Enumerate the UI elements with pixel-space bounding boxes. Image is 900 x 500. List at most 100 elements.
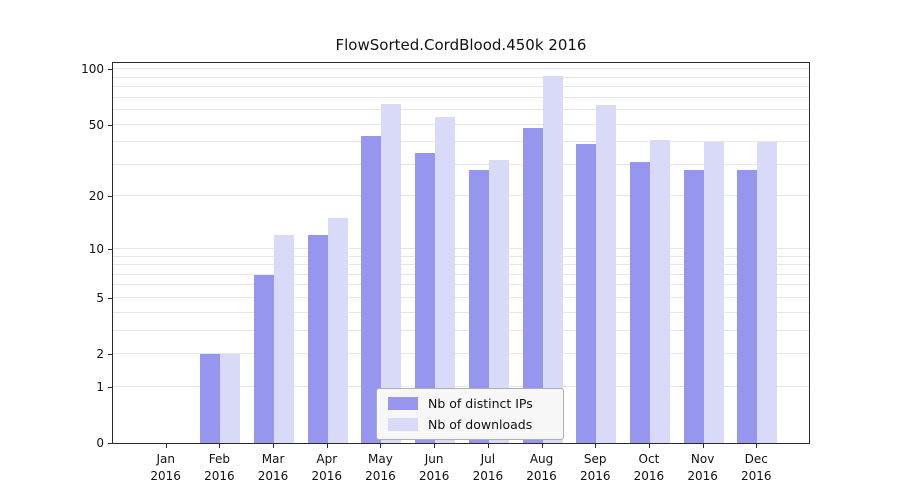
gridline bbox=[113, 273, 809, 275]
y-tick-label: 100 bbox=[81, 62, 104, 77]
x-tick-mark bbox=[541, 444, 543, 448]
year-label: 2016 bbox=[687, 468, 718, 483]
y-tick-mark bbox=[108, 196, 112, 198]
bar-downloads-nov bbox=[703, 142, 724, 443]
year-label: 2016 bbox=[204, 468, 235, 483]
bar-downloads-jul bbox=[488, 159, 509, 443]
x-tick-label-aug: Aug 2016 bbox=[510, 451, 574, 485]
legend: Nb of distinct IPs Nb of downloads bbox=[376, 388, 564, 440]
x-tick-mark bbox=[165, 444, 167, 448]
x-tick-mark bbox=[595, 444, 597, 448]
legend-item-distinct-ips: Nb of distinct IPs bbox=[388, 396, 549, 411]
bar-distinct-ips-apr bbox=[307, 235, 328, 443]
bar-downloads-mar bbox=[274, 235, 295, 443]
x-tick-mark bbox=[326, 444, 328, 448]
legend-item-downloads: Nb of downloads bbox=[388, 417, 549, 432]
y-tick-label: 2 bbox=[96, 347, 104, 361]
month-label: Aug bbox=[529, 452, 554, 466]
gridline bbox=[113, 311, 809, 313]
y-tick-label: 20 bbox=[88, 189, 104, 204]
bar-distinct-ips-may bbox=[361, 136, 382, 443]
gridline bbox=[113, 329, 809, 331]
gridline bbox=[113, 68, 809, 70]
bar-downloads-oct bbox=[649, 140, 670, 443]
gridline bbox=[113, 141, 809, 143]
x-tick-label-feb: Feb 2016 bbox=[187, 451, 251, 485]
year-label: 2016 bbox=[472, 468, 504, 483]
year-label: 2016 bbox=[633, 468, 665, 483]
bar-downloads-jun bbox=[435, 116, 456, 443]
year-label: 2016 bbox=[526, 468, 557, 483]
x-tick-label-may: May 2016 bbox=[348, 451, 412, 485]
gridline bbox=[113, 255, 809, 257]
bar-distinct-ips-oct bbox=[629, 162, 650, 443]
bar-distinct-ips-nov bbox=[683, 170, 704, 443]
x-tick-mark bbox=[756, 444, 758, 448]
x-tick-mark bbox=[702, 444, 704, 448]
year-label: 2016 bbox=[579, 468, 611, 483]
legend-label-downloads: Nb of downloads bbox=[428, 417, 533, 432]
x-tick-mark bbox=[380, 444, 382, 448]
gridline bbox=[113, 296, 809, 298]
legend-swatch-downloads bbox=[388, 418, 418, 431]
x-tick-mark bbox=[434, 444, 436, 448]
x-tick-label-mar: Mar 2016 bbox=[241, 451, 305, 485]
gridline bbox=[113, 109, 809, 111]
gridline bbox=[113, 123, 809, 125]
y-tick-label: 5 bbox=[96, 290, 104, 305]
month-label: Feb bbox=[208, 452, 230, 466]
bar-downloads-aug bbox=[542, 75, 563, 443]
bar-distinct-ips-mar bbox=[254, 274, 275, 443]
gridline bbox=[113, 195, 809, 197]
legend-label-distinct-ips: Nb of distinct IPs bbox=[428, 396, 533, 411]
plot-area bbox=[112, 62, 810, 444]
month-label: Apr bbox=[316, 452, 338, 466]
y-tick-mark bbox=[108, 248, 112, 250]
year-label: 2016 bbox=[741, 468, 772, 483]
gridline bbox=[113, 247, 809, 249]
y-tick-mark bbox=[108, 354, 112, 355]
gridline bbox=[113, 163, 809, 165]
year-label: 2016 bbox=[257, 468, 289, 483]
x-tick-label-oct: Oct 2016 bbox=[617, 451, 681, 485]
x-tick-label-apr: Apr 2016 bbox=[295, 451, 359, 485]
gridline bbox=[113, 76, 809, 78]
month-label: Jun bbox=[424, 452, 444, 466]
x-tick-label-jan: Jan 2016 bbox=[134, 451, 198, 485]
y-tick-mark bbox=[108, 443, 112, 444]
x-tick-mark bbox=[648, 444, 650, 448]
month-label: Nov bbox=[690, 452, 715, 466]
gridline bbox=[113, 385, 809, 387]
x-tick-label-sep: Sep 2016 bbox=[563, 451, 627, 485]
bar-distinct-ips-jul bbox=[468, 170, 489, 443]
gridline bbox=[113, 284, 809, 286]
y-tick-label: 1 bbox=[96, 379, 104, 394]
bar-distinct-ips-sep bbox=[576, 144, 597, 443]
gridline bbox=[113, 86, 809, 88]
year-label: 2016 bbox=[311, 468, 343, 483]
y-tick-label: 10 bbox=[88, 241, 104, 256]
x-tick-mark bbox=[219, 444, 221, 448]
gridline bbox=[113, 353, 809, 355]
bar-distinct-ips-feb bbox=[200, 354, 221, 443]
bar-downloads-dec bbox=[757, 142, 778, 443]
month-label: Oct bbox=[638, 452, 660, 466]
bar-distinct-ips-jun bbox=[415, 152, 436, 443]
bar-downloads-may bbox=[381, 103, 402, 443]
x-tick-label-nov: Nov 2016 bbox=[671, 451, 735, 485]
y-tick-mark bbox=[108, 69, 112, 71]
y-tick-mark bbox=[108, 386, 112, 388]
month-label: Dec bbox=[744, 452, 768, 466]
x-tick-label-dec: Dec 2016 bbox=[724, 451, 788, 485]
year-label: 2016 bbox=[418, 468, 450, 483]
x-tick-mark bbox=[273, 444, 275, 448]
month-label: Sep bbox=[583, 452, 607, 466]
gridline bbox=[113, 264, 809, 266]
bar-distinct-ips-dec bbox=[737, 170, 758, 443]
x-tick-mark bbox=[487, 444, 489, 448]
chart-title: FlowSorted.CordBlood.450k 2016 bbox=[335, 36, 587, 54]
x-tick-label-jul: Jul 2016 bbox=[456, 451, 520, 485]
y-tick-mark bbox=[108, 297, 112, 299]
month-label: Jul bbox=[480, 452, 496, 466]
